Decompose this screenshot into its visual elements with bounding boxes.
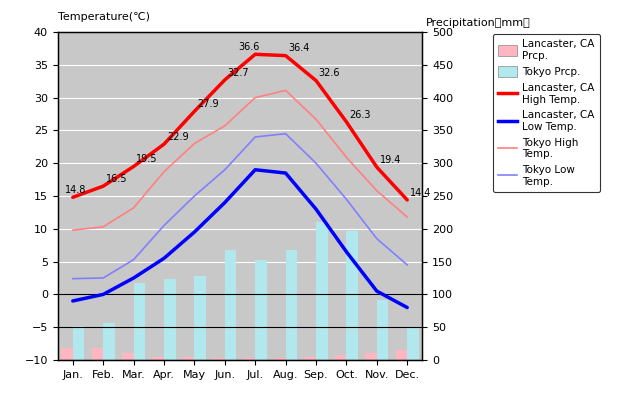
Text: 19.5: 19.5 [136,154,158,164]
Bar [407,326,419,360]
Bar [103,323,115,360]
Bar [285,250,297,360]
Bar [225,250,236,360]
Text: 27.9: 27.9 [197,99,219,109]
Bar [396,350,407,360]
Text: 16.5: 16.5 [106,174,127,184]
Bar [134,283,145,360]
Bar [213,358,225,360]
Bar [122,354,134,360]
Bar [316,222,328,360]
Bar [305,357,316,360]
Bar [365,354,377,360]
Text: 36.4: 36.4 [289,44,310,54]
Text: 26.3: 26.3 [349,110,371,120]
Bar [92,348,103,360]
Bar [164,279,175,360]
Bar [335,356,346,360]
Bar [274,358,285,360]
Bar [152,357,164,360]
Bar [377,300,388,360]
Text: 32.6: 32.6 [319,68,340,78]
Bar [255,260,267,360]
Text: 14.8: 14.8 [65,185,86,195]
Bar [183,357,195,360]
Text: 22.9: 22.9 [167,132,188,142]
Bar [244,358,255,360]
Bar [73,326,84,360]
Text: Temperature(℃): Temperature(℃) [58,12,150,22]
Bar [346,231,358,360]
Text: 36.6: 36.6 [239,42,260,52]
Text: 14.4: 14.4 [410,188,431,198]
Bar [195,276,206,360]
Text: Precipitation（mm）: Precipitation（mm） [426,18,531,28]
Text: 32.7: 32.7 [228,68,249,78]
Text: 19.4: 19.4 [380,155,401,165]
Bar [61,348,73,360]
Legend: Lancaster, CA
Prcp., Tokyo Prcp., Lancaster, CA
High Temp., Lancaster, CA
Low Te: Lancaster, CA Prcp., Tokyo Prcp., Lancas… [493,34,600,192]
